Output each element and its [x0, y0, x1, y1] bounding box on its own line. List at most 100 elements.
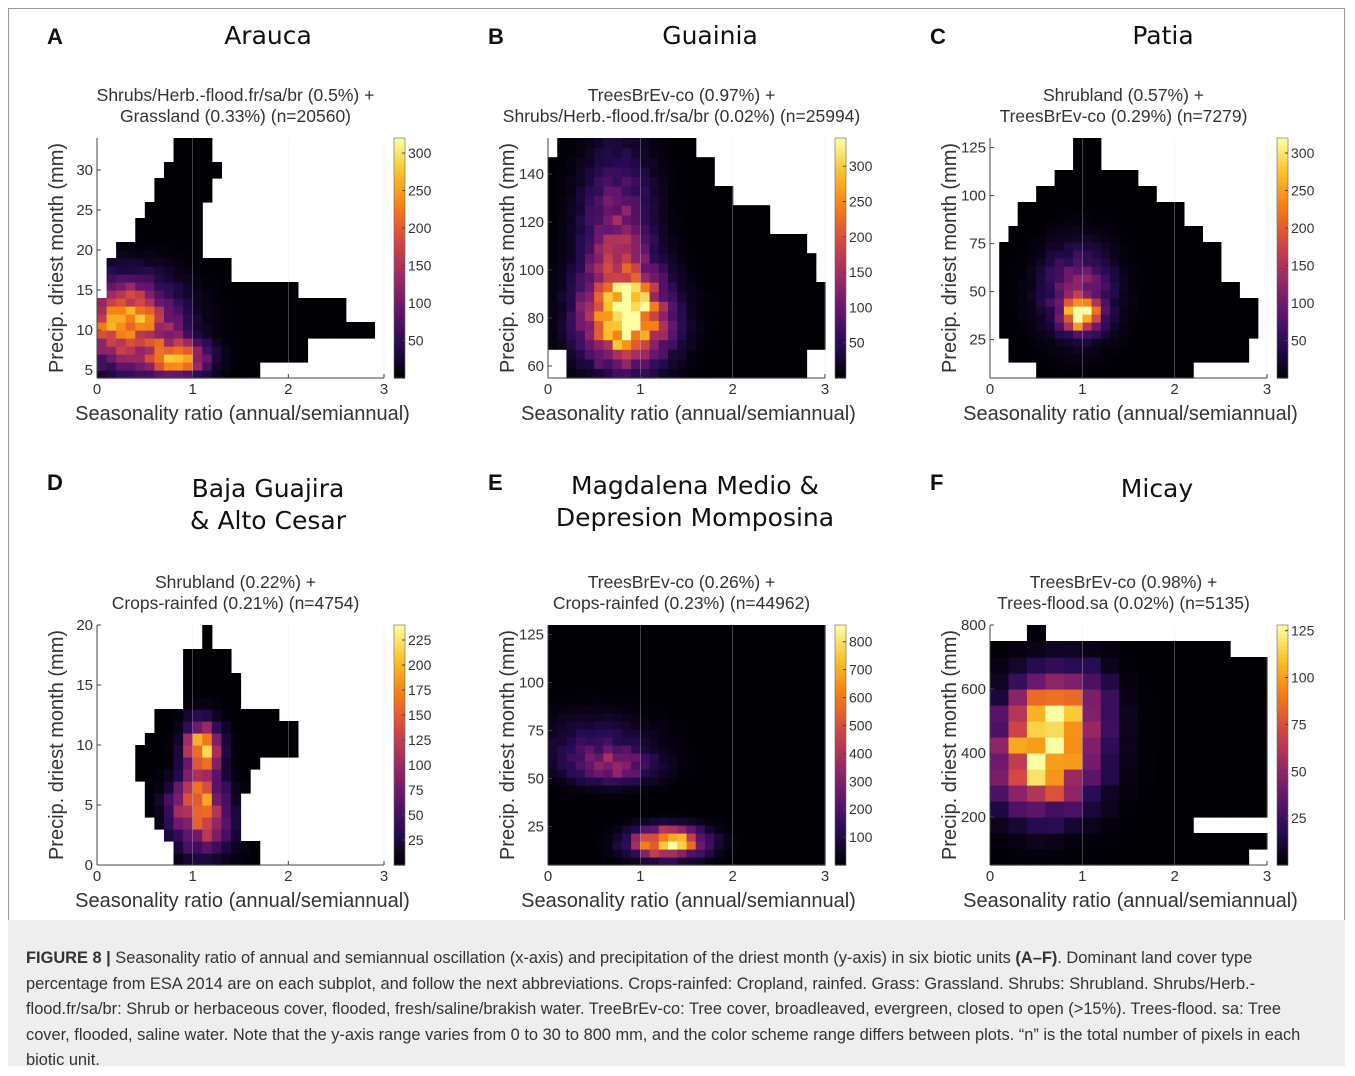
heatmap-cell — [751, 665, 761, 674]
heatmap-cell — [778, 253, 789, 264]
panel-letter: B — [488, 24, 504, 49]
colorbar-tick-label: 75 — [1291, 716, 1307, 732]
colorbar-segment — [1277, 250, 1288, 255]
heatmap-cell — [704, 689, 715, 698]
colorbar-segment — [394, 190, 405, 195]
x-axis-label: Seasonality ratio (annual/semiannual) — [75, 890, 410, 912]
heatmap-cell — [1119, 338, 1130, 347]
colorbar-segment — [835, 717, 846, 722]
heatmap-cell — [1119, 258, 1130, 267]
heatmap-cell — [1082, 721, 1102, 738]
heatmap-cell — [723, 633, 734, 642]
heatmap-cell — [741, 737, 752, 746]
heatmap-cell — [751, 729, 761, 738]
colorbar-segment — [835, 334, 846, 339]
heatmap-cell — [797, 253, 808, 264]
heatmap-cell — [603, 809, 614, 818]
heatmap-cell — [192, 306, 203, 315]
heatmap-cell — [714, 857, 725, 866]
heatmap-cell — [154, 338, 165, 347]
heatmap-cell — [612, 641, 623, 650]
heatmap-cell — [163, 745, 175, 758]
heatmap-cell — [760, 358, 771, 369]
heatmap-cell — [1146, 194, 1157, 203]
heatmap-cell — [278, 733, 289, 746]
heatmap-cell — [1082, 186, 1093, 195]
heatmap-cell — [723, 769, 734, 778]
heatmap-cell — [1128, 226, 1139, 235]
colorbar-segment — [1277, 194, 1288, 199]
heatmap-cell — [1183, 370, 1194, 379]
heatmap-cell — [259, 330, 270, 339]
heatmap-cell — [603, 793, 614, 802]
heatmap-cell — [1230, 330, 1240, 339]
heatmap-cell — [668, 793, 678, 802]
panel-title: & Alto Cesar — [190, 506, 347, 535]
heatmap-cell — [594, 633, 604, 642]
heatmap-cell — [154, 817, 165, 830]
heatmap-cell — [1110, 170, 1120, 179]
heatmap-cell — [192, 290, 203, 299]
heatmap-cell — [815, 665, 826, 674]
heatmap-cell — [566, 358, 577, 369]
heatmap-cell — [575, 801, 586, 810]
heatmap-cell — [163, 346, 175, 355]
heatmap-cell — [144, 298, 155, 307]
heatmap-cell — [640, 681, 651, 690]
heatmap-cell — [345, 330, 356, 339]
heatmap-cell — [769, 849, 780, 858]
heatmap-cell — [704, 649, 715, 658]
heatmap-cell — [640, 657, 651, 666]
heatmap-cell — [240, 306, 251, 315]
y-axis-label: Precip. driest month (mm) — [939, 143, 961, 373]
heatmap-cell — [677, 641, 688, 650]
heatmap-cell — [548, 301, 558, 312]
heatmap-cell — [230, 745, 242, 758]
heatmap-cell — [1128, 258, 1139, 267]
heatmap-cell — [548, 205, 558, 216]
heatmap-cell — [154, 242, 165, 251]
heatmap-cell — [741, 753, 752, 762]
heatmap-cell — [658, 310, 669, 321]
heatmap-cell — [640, 205, 651, 216]
heatmap-cell — [751, 761, 761, 770]
heatmap-cell — [677, 793, 688, 802]
colorbar-segment — [835, 693, 846, 698]
heatmap-cell — [183, 346, 194, 355]
heatmap-cell — [1156, 290, 1167, 299]
heatmap-cell — [1193, 274, 1203, 283]
heatmap-cell — [714, 330, 725, 341]
heatmap-cell — [668, 282, 678, 293]
heatmap-cell — [732, 761, 743, 770]
heatmap-cell — [135, 322, 146, 331]
heatmap-cell — [704, 777, 715, 786]
heatmap-cell — [815, 625, 826, 634]
heatmap-cell — [1128, 290, 1139, 299]
heatmap-cell — [259, 306, 270, 315]
heatmap-cell — [640, 849, 651, 858]
heatmap-cell — [1082, 242, 1093, 251]
heatmap-cell — [594, 825, 604, 834]
heatmap-cell — [106, 362, 117, 371]
heatmap-cell — [154, 298, 165, 307]
heatmap-cell — [1128, 282, 1139, 291]
heatmap-cell — [163, 330, 175, 339]
panel-title: Magdalena Medio & — [571, 471, 819, 500]
heatmap-cell — [631, 253, 641, 264]
heatmap-cell — [788, 721, 798, 730]
heatmap-cell — [1017, 218, 1028, 227]
heatmap-cell — [1230, 753, 1250, 770]
heatmap-cell — [695, 721, 706, 730]
heatmap-cell — [603, 737, 614, 746]
heatmap-cell — [1100, 266, 1111, 275]
heatmap-cell — [163, 769, 175, 782]
colorbar-segment — [1277, 246, 1288, 251]
colorbar-segment — [1277, 753, 1288, 758]
colorbar-segment — [835, 813, 846, 818]
heatmap-cell — [230, 362, 242, 371]
heatmap-cell — [548, 681, 558, 690]
heatmap-cell — [1137, 354, 1148, 363]
heatmap-cell — [760, 689, 771, 698]
heatmap-cell — [1091, 186, 1102, 195]
heatmap-cell — [1082, 170, 1093, 179]
